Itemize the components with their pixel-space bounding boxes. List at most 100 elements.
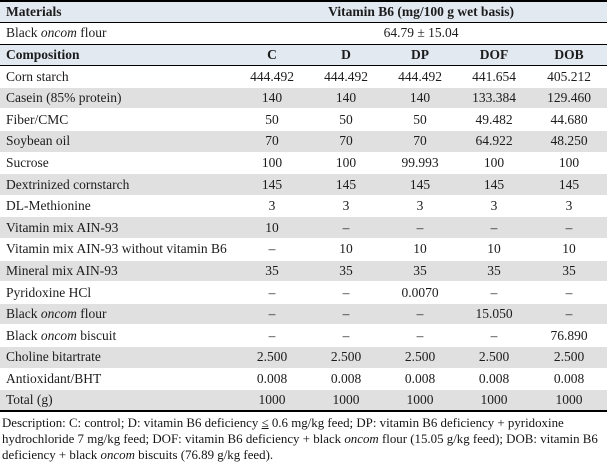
footnote-seg4: biscuits (76.89 g/kg feed). — [134, 448, 274, 463]
cell-value: 0.008 — [478, 370, 510, 386]
cell-value: 15.050 — [457, 303, 531, 325]
footnote-seg2: 0.6 mg/kg feed; DP: vitamin B6 deficienc… — [2, 416, 564, 447]
table-row: Casein (85% protein) 140 140 140 133.384 129.… — [0, 87, 607, 109]
column-header-d: D — [309, 44, 383, 66]
cell-value: 129.460 — [531, 87, 607, 109]
cell-value: 35 — [235, 260, 309, 282]
cell-value: 145 — [383, 173, 457, 196]
cell-value: 100 — [483, 154, 505, 170]
materials-header-label: Materials — [0, 1, 235, 23]
cell-value: – — [309, 303, 383, 325]
composition-header-row: Composition C D DP DOF DOB — [0, 44, 607, 66]
cell-value: 1000 — [457, 389, 531, 412]
row-label: Dextrinized cornstarch — [0, 173, 235, 196]
cell-value: 3 — [490, 198, 498, 214]
cell-value: 133.384 — [457, 87, 531, 109]
cell-value: 2.500 — [309, 346, 383, 369]
table-row: Corn starch 444.492 444.492 444.492 441.654 4… — [0, 66, 607, 88]
cell-value: 70 — [235, 130, 309, 153]
cell-value: 145 — [235, 173, 309, 196]
column-header-dob: DOB — [531, 44, 607, 66]
cell-value: – — [342, 284, 350, 300]
column-header-dof: DOF — [457, 44, 531, 66]
cell-value: 145 — [309, 173, 383, 196]
cell-value: – — [457, 216, 531, 239]
cell-value: – — [342, 327, 350, 343]
row-label: Soybean oil — [0, 130, 235, 153]
cell-value: 140 — [383, 87, 457, 109]
row-label: Black oncom flour — [0, 303, 235, 325]
cell-value: – — [531, 216, 607, 239]
b6-row-label: Black oncom flour — [0, 22, 235, 45]
row-label: Fiber/CMC — [6, 111, 69, 127]
cell-value: 405.212 — [547, 68, 591, 84]
cell-value: 50 — [413, 111, 427, 127]
cell-value: 140 — [235, 87, 309, 109]
cell-value: 1000 — [309, 389, 383, 412]
cell-value: 0.0070 — [401, 284, 439, 300]
cell-value: 100 — [558, 154, 580, 170]
cell-value: 145 — [457, 173, 531, 196]
cell-value: 2.500 — [531, 346, 607, 369]
cell-value: 444.492 — [324, 68, 368, 84]
table-row: Antioxidant/BHT 0.008 0.008 0.008 0.008 0.008 — [0, 368, 607, 390]
cell-value: 35 — [457, 260, 531, 282]
row-label: Vitamin mix AIN-93 without vitamin B6 — [6, 241, 227, 257]
cell-value: – — [383, 216, 457, 239]
cell-value: 10 — [235, 216, 309, 239]
row-label: Antioxidant/BHT — [6, 370, 102, 386]
table-row: Black oncom flour – – –15.050– — [0, 303, 607, 325]
table-footnote: Description: C: control; D: vitamin B6 d… — [0, 412, 607, 463]
table-row: Choline bitartrate 2.500 2.500 2.500 2.500 2.… — [0, 346, 607, 369]
table-row: Fiber/CMC 50 50 50 49.482 44.680 — [0, 109, 607, 131]
footnote-seg1: Description: C: control; D: vitamin B6 d… — [2, 416, 262, 431]
row-label: Corn starch — [6, 68, 69, 84]
cell-value: 1000 — [383, 389, 457, 412]
cell-value: 3 — [565, 198, 573, 214]
cell-value: 444.492 — [250, 68, 294, 84]
cell-value: 3 — [342, 198, 350, 214]
cell-value: 10 — [487, 241, 501, 257]
cell-value: 50 — [265, 111, 279, 127]
cell-value: 35 — [383, 260, 457, 282]
cell-value: – — [416, 327, 424, 343]
row-label: Mineral mix AIN-93 — [0, 260, 235, 282]
b6-label-post: flour — [76, 25, 107, 41]
cell-value: 64.922 — [457, 130, 531, 153]
column-header-dp: DP — [383, 44, 457, 66]
table-row: Sucrose 100 100 99.993 100 100 — [0, 152, 607, 174]
cell-value: 0.008 — [330, 370, 362, 386]
table-row: Black oncom biscuit – – – – 76.890 — [0, 325, 607, 347]
cell-value: 3 — [416, 198, 424, 214]
cell-value: 0.008 — [256, 370, 288, 386]
row-label: Total (g) — [0, 389, 235, 412]
column-header-c: C — [235, 44, 309, 66]
row-label: Casein (85% protein) — [0, 87, 235, 109]
black-oncom-flour-b6-row: Black oncom flour 64.79 ± 15.04 — [0, 22, 607, 45]
cell-value: – — [268, 241, 276, 257]
footnote-italic1: oncom — [344, 432, 379, 447]
cell-value: 2.500 — [235, 346, 309, 369]
cell-value: 0.008 — [553, 370, 585, 386]
cell-value: 99.993 — [401, 154, 439, 170]
cell-value: 35 — [309, 260, 383, 282]
row-label: Choline bitartrate — [0, 346, 235, 369]
cell-value: 145 — [531, 173, 607, 196]
cell-value: 44.680 — [550, 111, 588, 127]
materials-header-row: Materials Vitamin B6 (mg/100 g wet basis… — [0, 1, 607, 23]
cell-value: 2.500 — [457, 346, 531, 369]
footnote-italic2: oncom — [100, 448, 135, 463]
b6-label-pre: Black — [6, 25, 41, 41]
table-row: Total (g) 1000 1000 1000 1000 1000 — [0, 389, 607, 412]
cell-value: – — [309, 216, 383, 239]
cell-value: – — [268, 284, 276, 300]
table-row: Pyridoxine HCl – – 0.0070 – – — [0, 282, 607, 304]
cell-value: – — [490, 327, 498, 343]
cell-value: 48.250 — [531, 130, 607, 153]
diet-composition-table: Materials Vitamin B6 (mg/100 g wet basis… — [0, 0, 607, 413]
less-equal-symbol: ≤ — [261, 416, 269, 431]
cell-value: 10 — [562, 241, 576, 257]
footnote-seg3: flour (15.05 g/kg feed); DOB: vitamin B6… — [2, 432, 598, 463]
row-label: Sucrose — [6, 154, 49, 170]
